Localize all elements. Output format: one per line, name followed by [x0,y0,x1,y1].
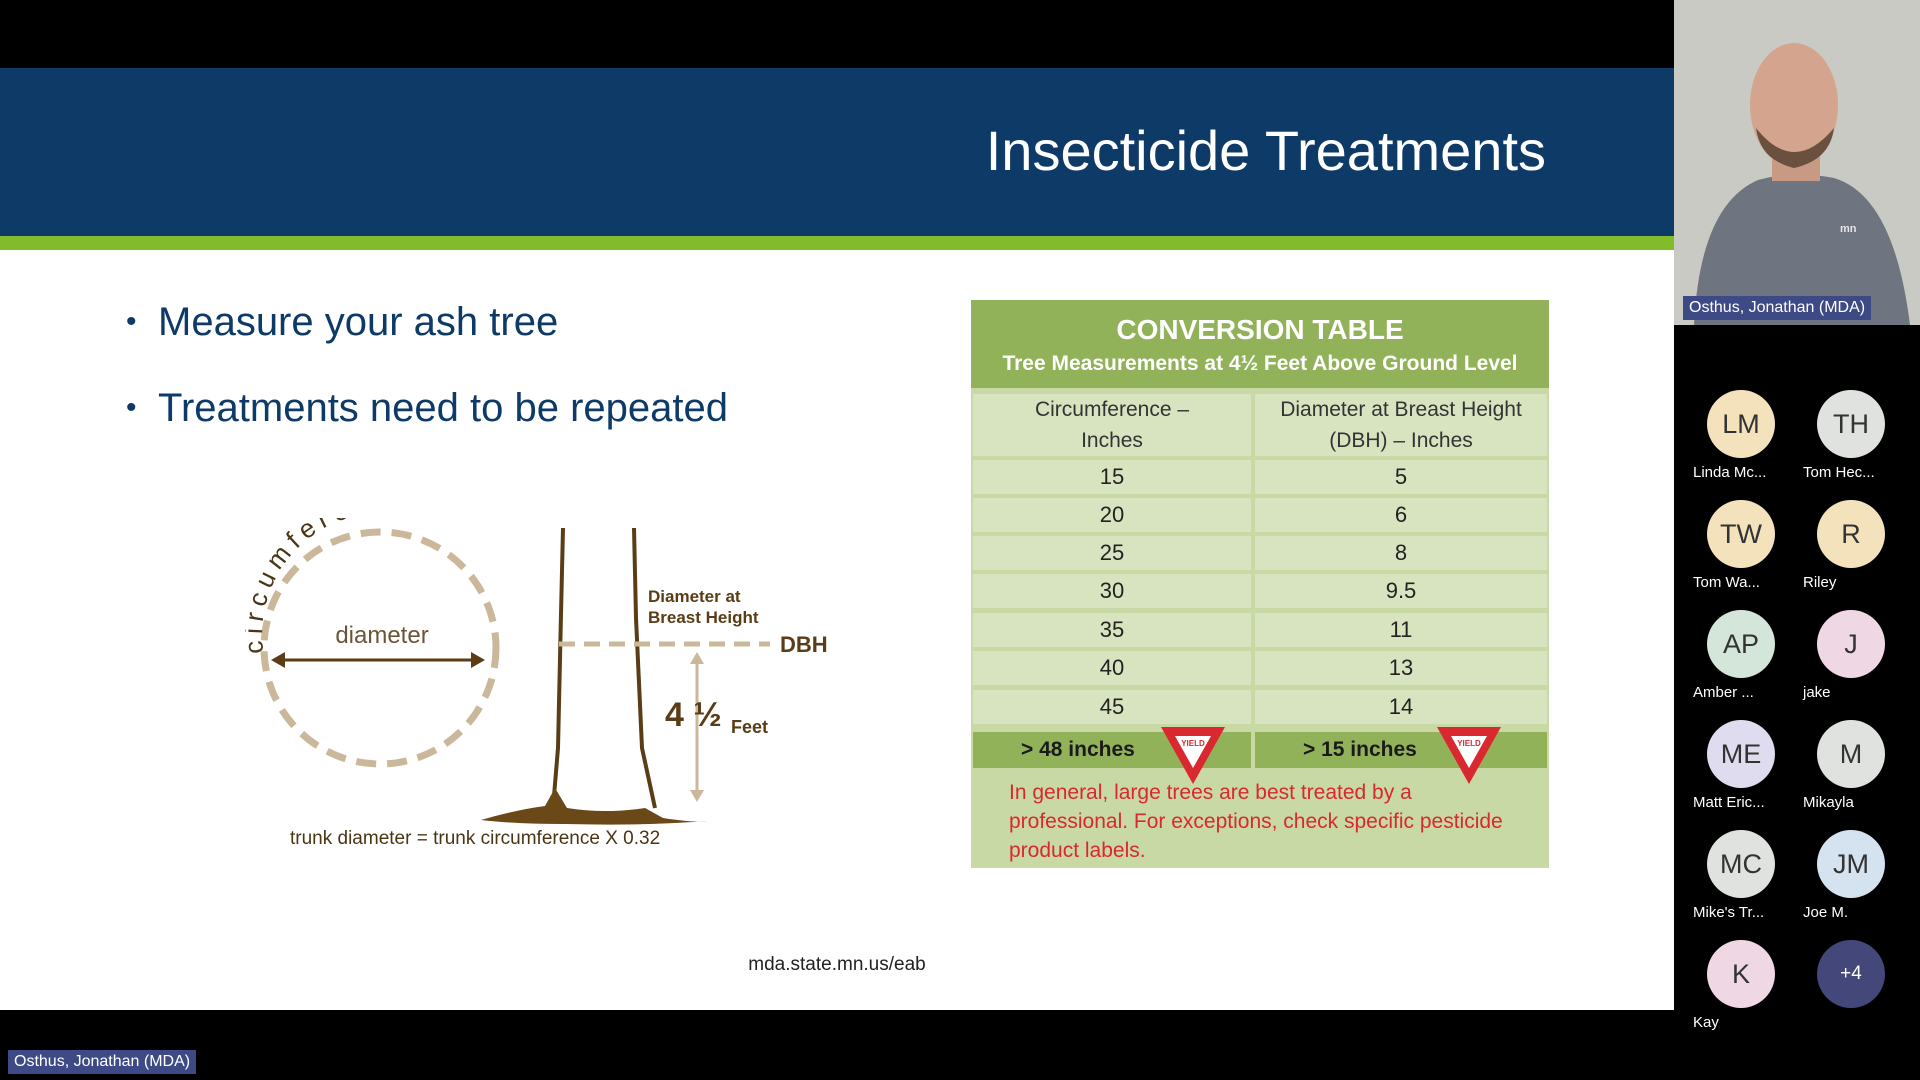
speaker-shirt [1694,174,1910,325]
dbh-cell: 13 [1255,651,1547,685]
dbh-cell: 11 [1255,613,1547,647]
bullet-1: • Measure your ash tree [126,300,559,344]
header-divider [0,236,1674,250]
participant-name: Tom Wa... [1693,574,1760,591]
avatar: R [1817,500,1885,568]
participant-name: Matt Eric... [1693,794,1765,811]
participant-name: Kay [1693,1014,1719,1031]
avatar: LM [1707,390,1775,458]
treatment-note: In general, large trees are best treated… [1009,781,1503,862]
slide-header: Insecticide Treatments [0,68,1674,236]
presenter-name-label: Osthus, Jonathan (MDA) [8,1050,197,1074]
bullet-2: • Treatments need to be repeated [126,386,728,430]
presentation-slide: Insecticide Treatments • Measure your ash… [0,68,1674,1010]
overflow-count: +4 [1817,940,1885,1008]
trunk-left-edge [551,527,565,809]
participant-name: Joe M. [1803,904,1849,921]
speaker-video-frame: mn [1674,0,1920,325]
diameter-label: diameter [335,622,428,649]
participant-tile[interactable]: K Kay [1685,930,1795,1040]
column-header-line: Inches [1081,429,1143,452]
column-header-dbh: Diameter at Breast Height (DBH) – Inches [1255,394,1547,456]
dbh-cell: 14 [1255,690,1547,724]
yield-sign-icon: YIELD [1437,727,1501,784]
participant-name: Riley [1803,574,1837,591]
large-tree-dbh: > 15 inches [1255,732,1547,768]
circumference-cell: 30 [973,574,1251,608]
dbh-cell: 9.5 [1255,574,1547,608]
participant-tile[interactable]: R Riley [1795,490,1905,600]
speaker-beard [1756,128,1834,168]
column-header-line: Circumference – [1034,398,1190,421]
participant-tile[interactable]: TW Tom Wa... [1685,490,1795,600]
bullet-text: Measure your ash tree [158,300,559,344]
avatar: TH [1817,390,1885,458]
avatar: J [1817,610,1885,678]
circumference-circle [260,528,500,768]
yield-sign-text: YIELD [1181,739,1205,748]
participant-name: Mikayla [1803,794,1854,811]
speaker-head [1750,43,1838,167]
yield-sign-text: YIELD [1457,739,1481,748]
height-value: 4 ½ [665,696,722,734]
yield-sign-icon: YIELD [1161,727,1225,784]
participant-tile[interactable]: JM Joe M. [1795,820,1905,930]
conversion-table: CONVERSION TABLE Tree Measurements at 4½… [971,300,1549,868]
height-arrowhead-bottom [690,790,704,802]
column-header-circumference: Circumference – Inches [973,394,1251,456]
conversion-table-header: CONVERSION TABLE Tree Measurements at 4½… [971,300,1549,388]
participant-tile[interactable]: AP Amber ... [1685,600,1795,710]
participant-tile[interactable]: M Mikayla [1795,710,1905,820]
conversion-table-title: CONVERSION TABLE [1116,314,1404,345]
conversion-table-subtitle: Tree Measurements at 4½ Feet Above Groun… [1002,352,1518,375]
tree-measurement-diagram: circumference diameter Diameter at Breas… [245,518,828,825]
participant-name: Linda Mc... [1693,464,1767,481]
participant-tile[interactable]: ME Matt Eric... [1685,710,1795,820]
tree-roots [481,788,707,825]
bullet-text: Treatments need to be repeated [158,386,728,430]
circumference-cell: 45 [973,690,1251,724]
circumference-cell: 20 [973,498,1251,532]
circumference-cell: 35 [973,613,1251,647]
height-arrowhead-top [690,652,704,664]
participant-name: jake [1803,684,1831,701]
speaker-name-label: Osthus, Jonathan (MDA) [1683,296,1872,320]
footer-url: mda.state.mn.us/eab [748,954,926,975]
shirt-logo: mn [1840,223,1857,235]
dbh-formula: trunk diameter = trunk circumference X 0… [290,828,661,849]
participant-tile[interactable]: LM Linda Mc... [1685,380,1795,490]
speaker-video[interactable]: mn [1674,0,1920,325]
participant-tile[interactable]: TH Tom Hec... [1795,380,1905,490]
participant-tile[interactable]: J jake [1795,600,1905,710]
slide-title: Insecticide Treatments [985,119,1546,182]
participant-name: Amber ... [1693,684,1754,701]
avatar: JM [1817,830,1885,898]
participant-tile[interactable]: MC Mike's Tr... [1685,820,1795,930]
column-header-line: Diameter at Breast Height [1280,398,1522,421]
dbh-cell: 5 [1255,460,1547,494]
circumference-cell: 25 [973,536,1251,570]
circumference-cell: 40 [973,651,1251,685]
participant-name: Tom Hec... [1803,464,1875,481]
dbh-cell: 8 [1255,536,1547,570]
height-unit: Feet [731,717,768,737]
column-header-line: (DBH) – Inches [1329,429,1473,452]
more-participants-button[interactable]: +4 [1795,930,1905,1040]
circumference-cell: 15 [973,460,1251,494]
dbh-cell: 6 [1255,498,1547,532]
avatar: ME [1707,720,1775,788]
avatar: TW [1707,500,1775,568]
diameter-arrowhead-left [271,652,285,668]
avatar: K [1707,940,1775,1008]
participant-name: Mike's Tr... [1693,904,1765,921]
dbh-caption-2: Breast Height [648,608,759,627]
dbh-label: DBH [780,632,828,657]
avatar: MC [1707,830,1775,898]
trunk-right-edge [632,527,657,809]
avatar: M [1817,720,1885,788]
avatar: AP [1707,610,1775,678]
diameter-arrowhead-right [471,652,485,668]
dbh-caption-1: Diameter at [648,587,741,606]
